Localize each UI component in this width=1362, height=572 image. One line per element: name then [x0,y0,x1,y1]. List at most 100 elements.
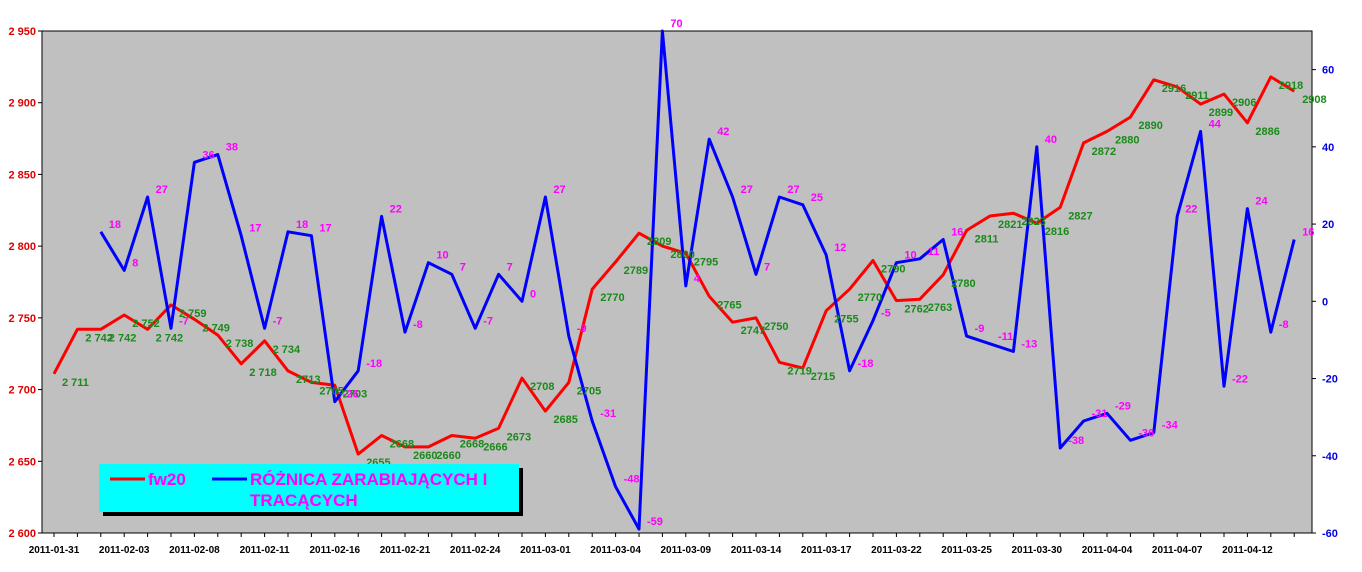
data-label-fw20: 2886 [1255,126,1279,138]
data-label-diff: 16 [951,227,963,239]
data-label-diff: -59 [647,516,663,528]
x-axis-tick-label: 2011-04-07 [1152,545,1203,556]
data-label-diff: -11 [998,331,1013,343]
data-label-fw20: 2705 [319,385,343,397]
left-axis-tick-label: 2 950 [8,26,36,38]
data-label-diff: -26 [343,389,359,401]
left-axis-tick-label: 2 750 [8,313,36,325]
series-lines [52,29,1296,531]
x-axis-tick-label: 2011-02-21 [380,545,431,556]
x-axis-tick-label: 2011-03-09 [660,545,711,556]
data-label-fw20: 2 742 [156,332,184,344]
left-axis-tick-label: 2 700 [8,385,36,397]
x-axis-tick-label: 2011-03-04 [590,545,641,556]
left-axis-tick-label: 2 800 [8,241,36,253]
x-axis-tick-label: 2011-02-16 [309,545,360,556]
data-label-diff: -8 [413,319,423,331]
data-label-diff: 44 [1209,118,1222,130]
data-label-fw20: 2762 [904,304,928,316]
data-label-fw20: 2823 [1021,216,1045,228]
data-label-fw20: 2668 [460,438,484,450]
right-axis-tick-label: 60 [1322,65,1334,77]
legend-box [99,464,519,512]
right-axis-tick-label: 20 [1322,219,1334,231]
data-label-diff: -7 [483,315,493,327]
data-label-fw20: 2763 [928,302,952,314]
data-label-diff: -38 [1068,435,1084,447]
data-label-diff: 27 [553,184,565,196]
data-label-fw20: 2 742 [109,332,137,344]
legend-label-diff-line2: TRACĄCYCH [250,491,358,510]
series-line-diff [99,29,1296,531]
data-label-fw20: 2673 [507,431,531,443]
data-label-fw20: 2713 [296,374,320,386]
data-label-fw20: 2899 [1209,107,1233,119]
right-axis-tick-label: 0 [1322,296,1328,308]
data-label-fw20: 2880 [1115,134,1139,146]
data-label-fw20: 2908 [1302,94,1326,106]
data-label-fw20: 2660 [436,450,460,462]
data-label-diff: 36 [202,149,214,161]
data-label-diff: -34 [1162,420,1179,432]
data-label-fw20: 2750 [764,321,788,333]
data-label-diff: 10 [436,250,448,262]
data-label-diff: 0 [530,288,536,300]
data-label-diff: 17 [319,223,331,235]
data-label-fw20: 2719 [787,365,811,377]
data-label-diff: -48 [624,474,640,486]
data-label-fw20: 2872 [1092,146,1116,158]
data-label-fw20: 2770 [600,292,624,304]
data-label-fw20: 2821 [998,219,1022,231]
x-axis-tick-label: 2011-03-17 [801,545,852,556]
data-label-diff: 16 [1302,227,1314,239]
legend-label-diff-line1: RÓŻNICA ZARABIAJĄCYCH I [250,470,487,489]
data-label-fw20: 2 718 [249,367,277,379]
data-label-fw20: 2755 [834,314,858,326]
data-label-diff: 17 [249,223,261,235]
data-label-fw20: 2795 [694,256,718,268]
data-label-fw20: 2 749 [202,322,230,334]
data-label-diff: 27 [787,184,799,196]
right-axis-tick-label: -20 [1322,374,1338,386]
x-axis-tick-label: 2011-01-31 [29,545,80,556]
data-label-fw20: 2 738 [226,338,254,350]
data-label-fw20: 2918 [1279,80,1303,92]
x-axis-tick-label: 2011-02-08 [169,545,220,556]
data-label-fw20: 2705 [577,385,601,397]
data-label-fw20: 2809 [647,236,671,248]
x-axis-tick-label: 2011-03-22 [871,545,922,556]
right-axis-tick-label: -60 [1322,528,1338,540]
data-label-fw20: 2827 [1068,210,1092,222]
data-label-diff: -22 [1232,373,1248,385]
x-axis-tick-label: 2011-03-30 [1011,545,1062,556]
data-label-fw20: 2 759 [179,308,207,320]
data-label-fw20: 2668 [390,438,414,450]
data-label-diff: 24 [1255,196,1268,208]
data-label-diff: 10 [904,250,916,262]
data-label-diff: 18 [296,219,308,231]
data-label-diff: -7 [179,315,189,327]
data-label-fw20: 2916 [1162,83,1186,95]
data-label-diff: 18 [109,219,121,231]
left-axis: 2 600 2 650 2 700 2 750 2 800 2 850 2 900 2 950 [8,26,42,540]
data-label-fw20: 2 742 [85,332,113,344]
legend: fw20 RÓŻNICA ZARABIAJĄCYCH I TRACĄCYCH [99,464,523,516]
data-label-diff: -29 [1115,400,1131,412]
x-axis-tick-label: 2011-02-24 [450,545,501,556]
data-label-fw20: 2906 [1232,97,1256,109]
data-label-diff: 22 [1185,203,1197,215]
data-label-diff: -9 [577,323,587,335]
data-label-diff: -5 [881,308,891,320]
legend-label-fw20: fw20 [148,470,186,489]
data-label-diff: -18 [366,358,382,370]
data-label-fw20: 2747 [741,325,765,337]
data-label-diff: 42 [717,126,729,138]
x-axis-tick-label: 2011-03-14 [731,545,782,556]
data-label-fw20: 2765 [717,299,741,311]
x-axis-tick-label: 2011-03-25 [941,545,992,556]
data-label-fw20: 2780 [951,278,975,290]
plot-area [41,30,1313,534]
data-label-diff: -36 [1138,427,1154,439]
